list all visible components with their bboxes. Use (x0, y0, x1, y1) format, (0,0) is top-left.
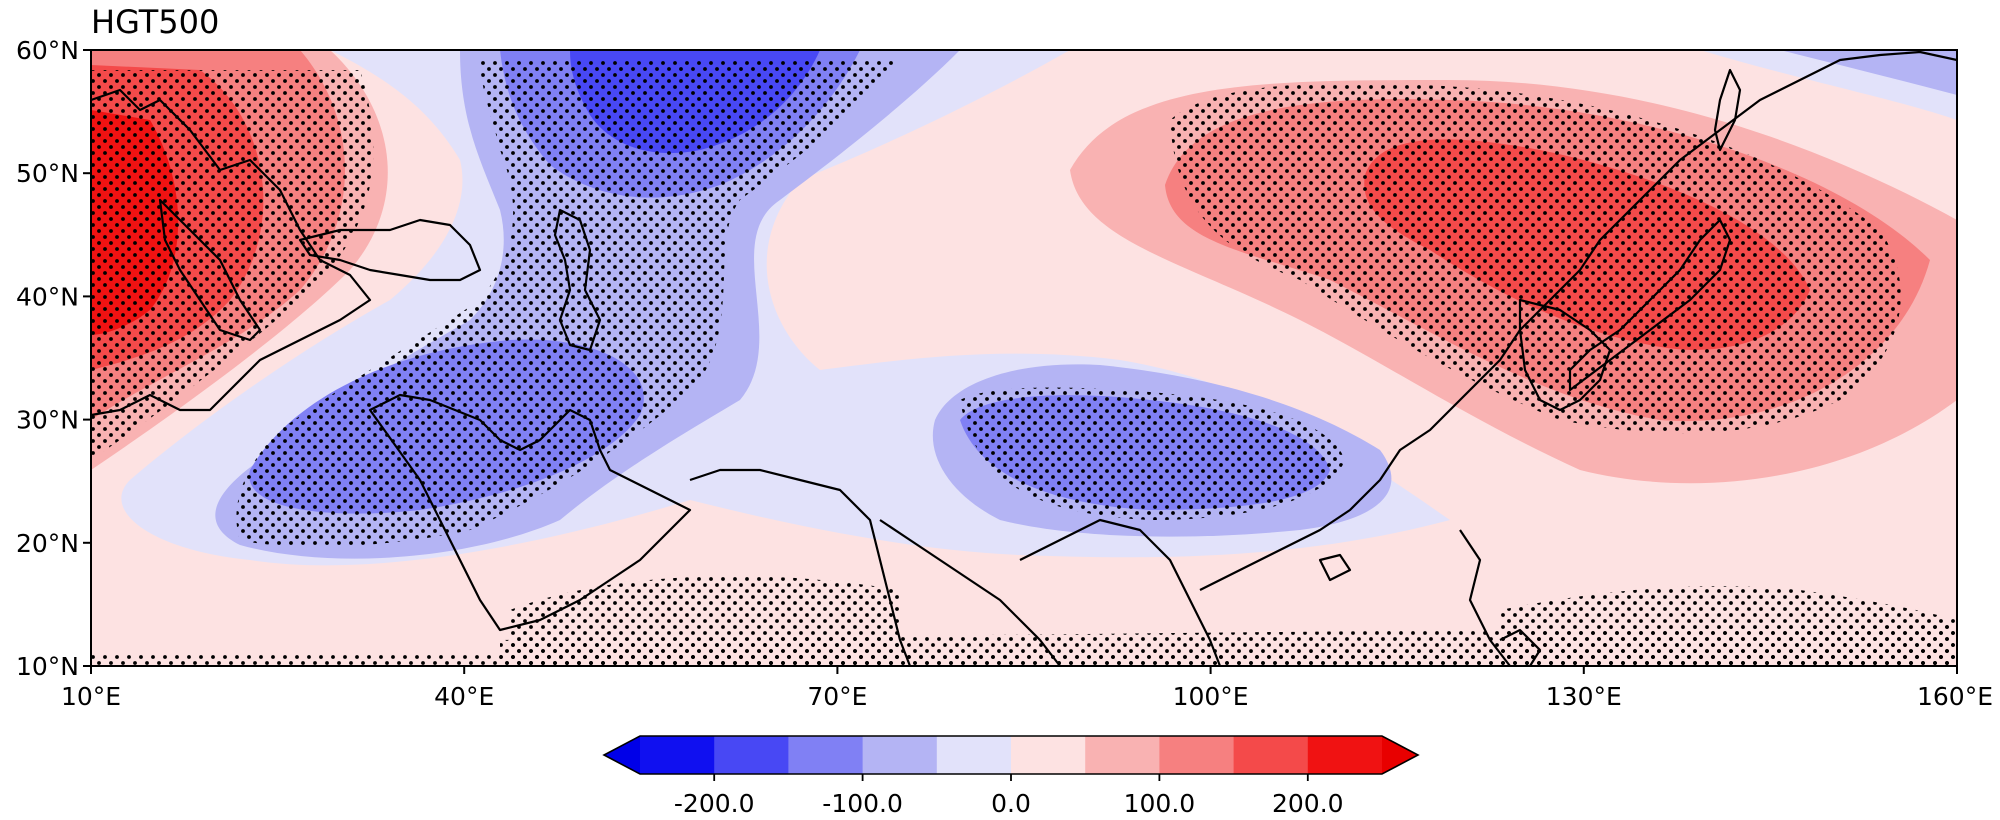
x-tick-label: 70°E (807, 682, 867, 711)
colorbar-segment (1011, 736, 1086, 774)
map-panel: 10°E 40°E 70°E 100°E 130°E 160°E 10°N 20°N 30°N… (16, 36, 1993, 711)
contour-ne-low-inner (1780, 50, 1957, 95)
y-tick-label: 40°N (16, 282, 79, 311)
x-tick-label: 130°E (1546, 682, 1622, 711)
x-tick-label: 100°E (1173, 682, 1249, 711)
y-tick-label: 50°N (16, 159, 79, 188)
y-axis: 10°N 20°N 30°N 40°N 50°N 60°N (16, 36, 91, 681)
colorbar-tick-label: -200.0 (674, 789, 755, 818)
x-tick-label: 40°E (434, 682, 494, 711)
significance-stippling (91, 60, 1957, 666)
colorbar-segment (1085, 736, 1160, 774)
colorbar-segment (1159, 736, 1235, 774)
colorbar-under-arrow (604, 736, 640, 774)
y-tick-label: 10°N (16, 652, 79, 681)
colorbar: -200.0 -100.0 0.0 100.0 200.0 (602, 735, 1420, 818)
colorbar-segment (1233, 736, 1309, 774)
colorbar-segment (788, 736, 864, 774)
y-tick-label: 30°N (16, 406, 79, 435)
colorbar-tick-label: -100.0 (822, 789, 903, 818)
x-tick-label: 160°E (1917, 682, 1993, 711)
x-tick-label: 10°E (61, 682, 121, 711)
colorbar-tick-label: 200.0 (1272, 789, 1344, 818)
colorbar-segment (936, 736, 1012, 774)
colorbar-segment (640, 736, 715, 774)
colorbar-tick-label: 0.0 (991, 789, 1031, 818)
coastlines (91, 50, 1957, 666)
map-title: HGT500 (91, 3, 219, 41)
y-tick-label: 20°N (16, 529, 79, 558)
map-frame (90, 49, 1958, 667)
x-axis: 10°E 40°E 70°E 100°E 130°E 160°E (61, 666, 1993, 711)
colorbar-segment (714, 736, 789, 774)
colorbar-segment (862, 736, 938, 774)
colorbar-outline (602, 735, 1420, 775)
y-tick-label: 60°N (16, 36, 79, 65)
colorbar-segment (1307, 736, 1383, 774)
colorbar-over-arrow (1382, 736, 1418, 774)
colorbar-tick-label: 100.0 (1124, 789, 1196, 818)
